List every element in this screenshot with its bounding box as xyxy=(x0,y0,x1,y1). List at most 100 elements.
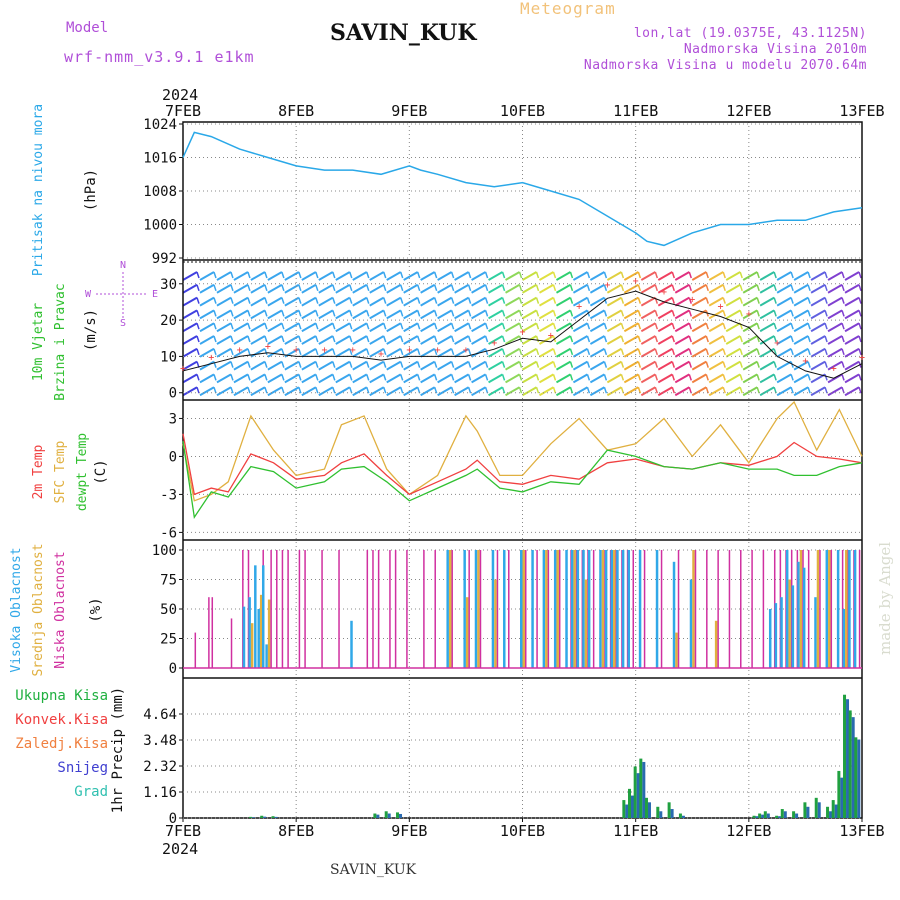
precip-bar xyxy=(628,788,632,818)
wind-barb xyxy=(369,271,385,281)
wind-barb xyxy=(759,283,775,294)
wind-barb xyxy=(335,296,351,307)
bottom-date-label: 12FEB xyxy=(726,822,771,840)
precip-bar xyxy=(761,814,765,818)
wind-barb-feather xyxy=(501,322,506,330)
wind-barb xyxy=(572,335,588,345)
wind-barb xyxy=(640,347,656,358)
wind-barb xyxy=(403,335,419,345)
wind-barb-feather xyxy=(773,335,777,343)
bottom-date-label: 10FEB xyxy=(500,822,545,840)
wind-barb-feather xyxy=(315,322,319,330)
wind-barb-feather xyxy=(841,361,845,368)
cloud-bar xyxy=(643,550,646,668)
wind-barb-feather xyxy=(841,335,845,343)
wind-barb xyxy=(691,296,707,307)
wind-barb-feather xyxy=(773,310,777,317)
wind-barb-feather xyxy=(722,374,726,381)
wind-barb xyxy=(691,347,707,358)
cloud-bar xyxy=(655,550,659,668)
wind-barb-feather xyxy=(230,310,234,317)
wind-barb xyxy=(505,322,521,333)
wind-barb-feather xyxy=(552,284,557,292)
wind-barb xyxy=(420,271,436,281)
wind-barb-feather xyxy=(552,271,557,279)
top-date-label: 13FEB xyxy=(839,102,884,120)
wind-barb-feather xyxy=(654,271,659,279)
wind-barb-feather xyxy=(399,271,404,279)
wind-barb-feather xyxy=(366,386,370,394)
wind-barb xyxy=(827,347,843,358)
precip-legend-item: Snijeg xyxy=(57,760,108,776)
wind-barb-feather xyxy=(298,335,302,343)
wind-barb-feather xyxy=(824,284,828,292)
wind-barb xyxy=(301,335,317,345)
wind-barb xyxy=(284,271,300,281)
wind-barb-feather xyxy=(315,335,319,343)
wind-barb-feather xyxy=(315,348,319,356)
wind-barb-feather xyxy=(807,297,811,304)
wind-barb xyxy=(606,283,622,294)
wind-barb-feather xyxy=(603,322,608,330)
cloud-bar xyxy=(599,550,602,668)
wind-barb-feather xyxy=(230,297,234,304)
wind-barb-feather xyxy=(603,297,608,304)
wind-barb xyxy=(589,309,605,320)
bottom-date-label: 11FEB xyxy=(613,822,658,840)
wind-barb xyxy=(572,386,588,397)
wind-gust-marker: + xyxy=(293,345,299,356)
wind-barb xyxy=(589,347,605,358)
wind-barb xyxy=(793,373,809,384)
wind-barb-feather xyxy=(416,335,421,343)
wind-barb xyxy=(725,386,741,397)
wind-barb xyxy=(318,322,334,333)
wind-barb xyxy=(793,271,809,281)
wind-barb-feather xyxy=(213,310,217,317)
wind-barb-feather xyxy=(298,348,302,356)
precip-bar xyxy=(840,777,844,818)
wind-barb-feather xyxy=(416,297,421,304)
wind-barb xyxy=(386,347,402,358)
wind-barb xyxy=(522,335,537,345)
wind-barb-feather xyxy=(230,348,234,356)
wind-gust-marker: + xyxy=(604,280,610,291)
temp-sfc-line xyxy=(182,400,863,502)
wind-barb-feather xyxy=(773,374,777,381)
wind-barb xyxy=(708,309,724,320)
wind-barb xyxy=(352,283,368,294)
wind-barb-feather xyxy=(366,322,370,330)
wind-barb-feather xyxy=(230,335,234,343)
wind-barb xyxy=(640,360,656,371)
precip-bar xyxy=(681,815,685,818)
wind-barb xyxy=(522,360,537,371)
wind-barb xyxy=(471,309,487,320)
wind-barb-feather xyxy=(756,284,760,292)
wind-barb-feather xyxy=(247,386,251,394)
meteogram-label: Meteogram xyxy=(520,0,616,18)
wind-barb-feather xyxy=(807,284,811,292)
wind-barb xyxy=(233,386,249,397)
wind-barb-feather xyxy=(858,322,862,330)
wind-barb xyxy=(420,322,436,333)
cloud-bar xyxy=(208,597,210,668)
precip-legend-item: Ukupna Kisa xyxy=(15,688,108,704)
wind-barb-feather xyxy=(739,284,743,292)
wind-barb xyxy=(793,335,809,345)
wind-barb-feather xyxy=(349,386,353,394)
cloud-bar xyxy=(728,550,731,668)
wind-barb-feather xyxy=(484,284,489,292)
wind-barb xyxy=(199,360,215,371)
wind-barb xyxy=(538,283,554,294)
wind-barb-feather xyxy=(196,297,200,304)
wind-barb xyxy=(420,373,436,384)
wind-barb xyxy=(182,373,198,384)
wind-barb-feather xyxy=(756,297,760,304)
cloud-bar xyxy=(570,550,574,668)
wind-barb-feather xyxy=(790,386,794,394)
wind-barb xyxy=(657,322,673,333)
wind-barb xyxy=(420,296,436,307)
cloud-bar xyxy=(825,550,829,668)
wind-barb-feather xyxy=(467,386,472,394)
wind-barb xyxy=(250,271,266,281)
wind-barb xyxy=(606,347,622,358)
